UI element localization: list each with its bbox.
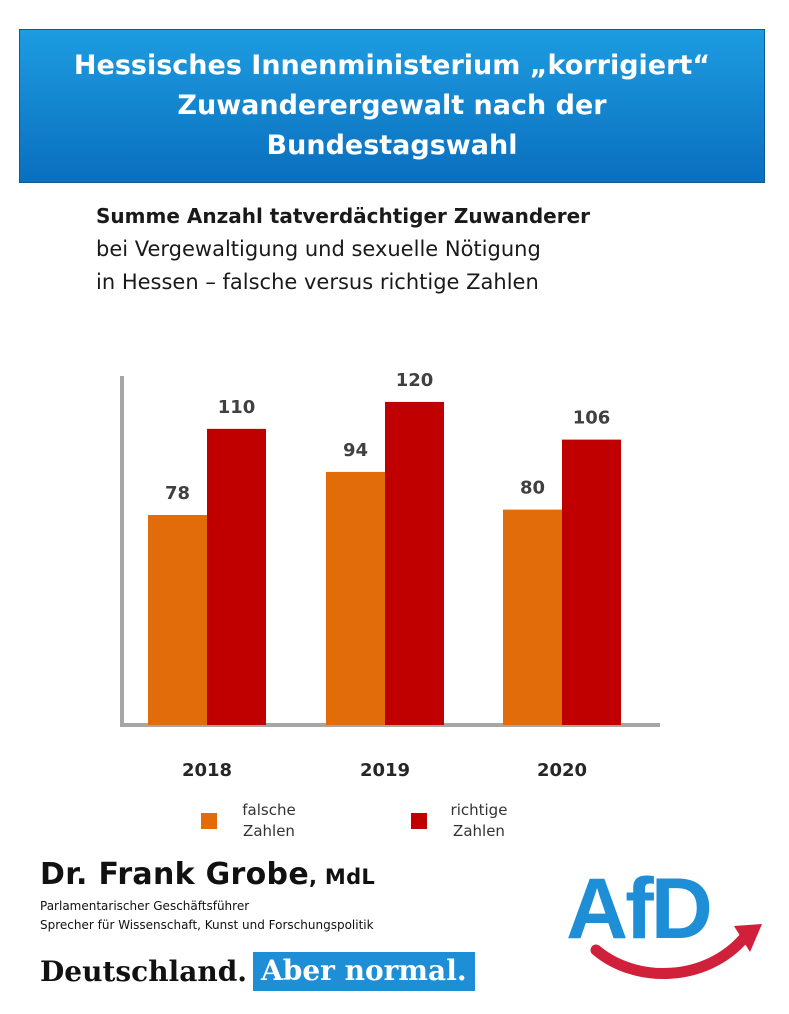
title-banner: Hessisches Innenministerium „korrigiert“… xyxy=(19,29,765,183)
speaker-role-1: Parlamentarischer Geschäftsführer xyxy=(40,899,250,913)
legend-label-falsche-line-2: Zahlen xyxy=(243,822,295,840)
data-label-falsche-2018: 78 xyxy=(165,483,190,504)
subtitle-line-1: Summe Anzahl tatverdächtiger Zuwanderer xyxy=(96,204,590,228)
legend-label-richtige-line-2: Zahlen xyxy=(453,822,505,840)
logo-arrow-icon xyxy=(734,924,762,952)
bar-richtige-2018 xyxy=(207,428,266,725)
data-label-falsche-2020: 80 xyxy=(520,478,545,499)
banner-title-line-1: Hessisches Innenministerium „korrigiert“ xyxy=(73,50,711,81)
data-label-falsche-2019: 94 xyxy=(343,440,368,461)
speaker-name: Dr. Frank Grobe, MdL xyxy=(40,857,375,892)
x-tick-label-2020: 2020 xyxy=(537,760,587,781)
banner-title-line-2: Zuwanderergewalt nach der xyxy=(177,90,607,121)
afd-logo-text: AfD xyxy=(566,862,710,957)
bar-falsche-2019 xyxy=(326,471,385,725)
slogan: Deutschland. Aber normal. xyxy=(40,952,475,991)
subtitle-line-2: bei Vergewaltigung und sexuelle Nötigung xyxy=(96,237,541,261)
legend-item-falsche: falsche Zahlen xyxy=(201,800,309,842)
bar-falsche-2020 xyxy=(503,509,562,725)
slogan-part-2: Aber normal. xyxy=(253,952,475,991)
x-tick-label-2018: 2018 xyxy=(182,760,232,781)
legend-label-falsche: falsche Zahlen xyxy=(229,800,309,842)
bar-chart: 78 110 2018 94 120 2019 80 106 2020 xyxy=(120,370,660,781)
slogan-part-1: Deutschland. xyxy=(40,955,248,988)
legend-swatch-falsche xyxy=(201,813,217,829)
legend-label-richtige: richtige Zahlen xyxy=(439,800,519,842)
speaker-name-text: Dr. Frank Grobe xyxy=(40,857,309,892)
afd-logo: AfD xyxy=(566,862,762,979)
data-label-richtige-2020: 106 xyxy=(573,408,611,429)
bar-falsche-2018 xyxy=(148,515,207,725)
subtitle-line-3: in Hessen – falsche versus richtige Zahl… xyxy=(96,270,539,294)
speaker-name-suffix: , MdL xyxy=(308,865,376,889)
banner-title-line-3: Bundestagswahl xyxy=(266,130,518,161)
chart-subtitle: Summe Anzahl tatverdächtiger Zuwanderer … xyxy=(96,200,736,299)
data-label-richtige-2019: 120 xyxy=(396,370,434,391)
legend-label-richtige-line-1: richtige xyxy=(450,801,508,819)
bar-richtige-2020 xyxy=(562,439,621,725)
speaker-role-2: Sprecher für Wissenschaft, Kunst und For… xyxy=(40,918,374,932)
bar-richtige-2019 xyxy=(385,401,444,725)
legend-label-falsche-line-1: falsche xyxy=(242,801,296,819)
x-tick-label-2019: 2019 xyxy=(360,760,410,781)
legend-swatch-richtige xyxy=(411,813,427,829)
logo-swoosh-icon xyxy=(590,932,750,979)
legend-item-richtige: richtige Zahlen xyxy=(411,800,519,842)
data-label-richtige-2018: 110 xyxy=(218,397,256,418)
